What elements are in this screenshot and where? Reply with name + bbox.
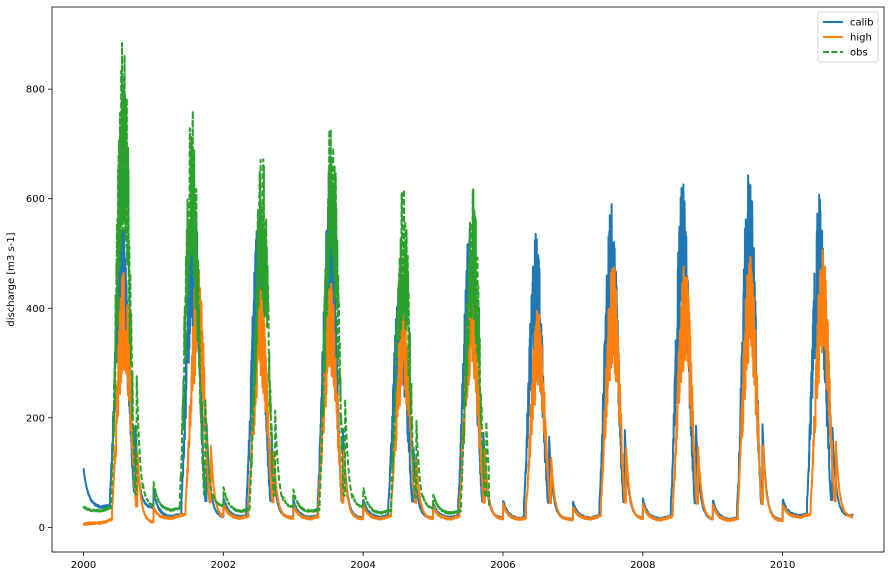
x-axis: 2000 2002 2004 2006 2008 2010 bbox=[71, 552, 795, 571]
legend-label-high: high bbox=[850, 33, 872, 44]
y-axis-label: discharge [m3 s-1] bbox=[6, 232, 17, 326]
y-tick-label: 0 bbox=[39, 523, 45, 534]
y-tick-label: 200 bbox=[26, 413, 45, 424]
plot-area bbox=[51, 6, 885, 553]
legend-label-calib: calib bbox=[850, 18, 874, 29]
series-layer bbox=[82, 42, 854, 526]
y-axis: 0 200 400 600 800 bbox=[26, 85, 52, 534]
x-tick-label: 2002 bbox=[211, 560, 236, 571]
y-tick-label: 400 bbox=[26, 304, 45, 315]
legend-items: calib high obs bbox=[823, 18, 874, 59]
x-tick-label: 2000 bbox=[71, 560, 96, 571]
x-tick-label: 2008 bbox=[630, 560, 655, 571]
legend: calib high obs bbox=[817, 11, 879, 63]
series-line-obs bbox=[82, 42, 490, 515]
x-tick-label: 2004 bbox=[350, 560, 375, 571]
x-tick-label: 2006 bbox=[490, 560, 515, 571]
y-tick-label: 600 bbox=[26, 194, 45, 205]
y-tick-label: 800 bbox=[26, 85, 45, 96]
legend-label-obs: obs bbox=[850, 48, 868, 59]
x-tick-label: 2010 bbox=[770, 560, 795, 571]
legend-box bbox=[817, 11, 879, 63]
axes-frame bbox=[51, 6, 885, 553]
